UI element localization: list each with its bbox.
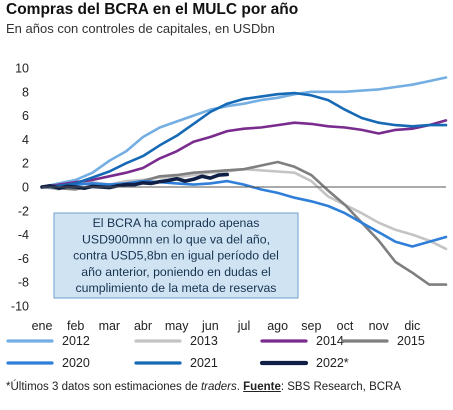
- footnote-italic: traders: [200, 381, 237, 393]
- y-tick-label: 6: [22, 109, 29, 123]
- series-layer: [40, 76, 448, 286]
- legend-item-2014: 2014: [260, 334, 344, 348]
- x-tick-label: jul: [237, 319, 251, 333]
- footnote-source-label: Fuente: [243, 381, 281, 393]
- x-tick-label: mar: [99, 319, 121, 333]
- legend-label: 2014: [316, 334, 344, 348]
- footnote-middle: .: [236, 381, 244, 393]
- footnote-prefix: *Últimos 3 datos son estimaciones de: [6, 381, 201, 393]
- legend: 2012 2013 2014 2015 2020 2021 2022*: [6, 334, 425, 370]
- x-tick-label: jun: [201, 319, 219, 333]
- y-tick-label: -8: [18, 276, 29, 290]
- y-tick-label: 10: [15, 62, 29, 76]
- chart-subtitle: En años con controles de capitales, en U…: [6, 21, 275, 36]
- x-tick-label: feb: [67, 319, 84, 333]
- annotation-line: año anterior, poniendo en dudas el: [81, 265, 270, 279]
- x-tick-label: oct: [337, 319, 354, 333]
- legend-label: 2012: [62, 334, 90, 348]
- legend-item-2013: 2013: [134, 334, 218, 348]
- annotation-line: USD900mnn en lo que va del año,: [82, 232, 270, 246]
- y-tick-label: -6: [18, 252, 29, 266]
- legend-label: 2013: [190, 334, 218, 348]
- chart-svg: -10 -8 -6 -4 -2 0 2 4 6 8 10 ene feb mar abr may jun jul a…: [6, 62, 448, 370]
- y-tick-label: -4: [18, 228, 29, 242]
- annotation-background: [53, 212, 299, 299]
- y-tick-label: 2: [22, 157, 29, 171]
- legend-item-2015: 2015: [341, 334, 425, 348]
- series-line-2021: [40, 91, 448, 189]
- legend-item-2012: 2012: [6, 334, 90, 348]
- x-tick-label: ago: [267, 319, 288, 333]
- annotation-line: cumplimiento de la meta de reservas: [76, 281, 277, 295]
- footnote: *Últimos 3 datos son estimaciones de tra…: [6, 381, 401, 393]
- legend-item-2021: 2021: [134, 356, 218, 370]
- x-tick-label: nov: [369, 319, 390, 333]
- axis-layer: -10 -8 -6 -4 -2 0 2 4 6 8 10 ene feb mar abr may jun jul a…: [11, 62, 446, 333]
- y-tick-label: 0: [22, 181, 29, 195]
- x-tick-label: dic: [404, 319, 420, 333]
- annotation-box: El BCRA ha comprado apenas USD900mnn en l…: [53, 212, 299, 299]
- series-line-2012: [40, 76, 448, 189]
- legend-label: 2021: [190, 356, 218, 370]
- annotation-line: El BCRA ha comprado apenas: [93, 216, 260, 230]
- legend-label: 2020: [62, 356, 90, 370]
- legend-item-2020: 2020: [6, 356, 90, 370]
- chart-title: Compras del BCRA en el MULC por año: [6, 1, 299, 18]
- x-tick-label: may: [165, 319, 189, 333]
- series-line-2014: [40, 119, 448, 189]
- x-tick-label: ene: [32, 319, 53, 333]
- y-tick-label: 8: [22, 85, 29, 99]
- y-tick-label: -2: [18, 204, 29, 218]
- legend-item-2022: 2022*: [259, 356, 349, 370]
- annotation-line: contra USD5,8bn en igual período del: [73, 249, 279, 263]
- legend-label: 2022*: [316, 356, 349, 370]
- y-tick-label: 4: [22, 133, 29, 147]
- legend-label: 2015: [397, 334, 425, 348]
- y-tick-label: -10: [11, 300, 29, 314]
- footnote-source: : SBS Research, BCRA: [280, 381, 402, 393]
- x-tick-label: abr: [134, 319, 152, 333]
- series-line-2020: [40, 179, 448, 248]
- x-tick-label: sep: [301, 319, 321, 333]
